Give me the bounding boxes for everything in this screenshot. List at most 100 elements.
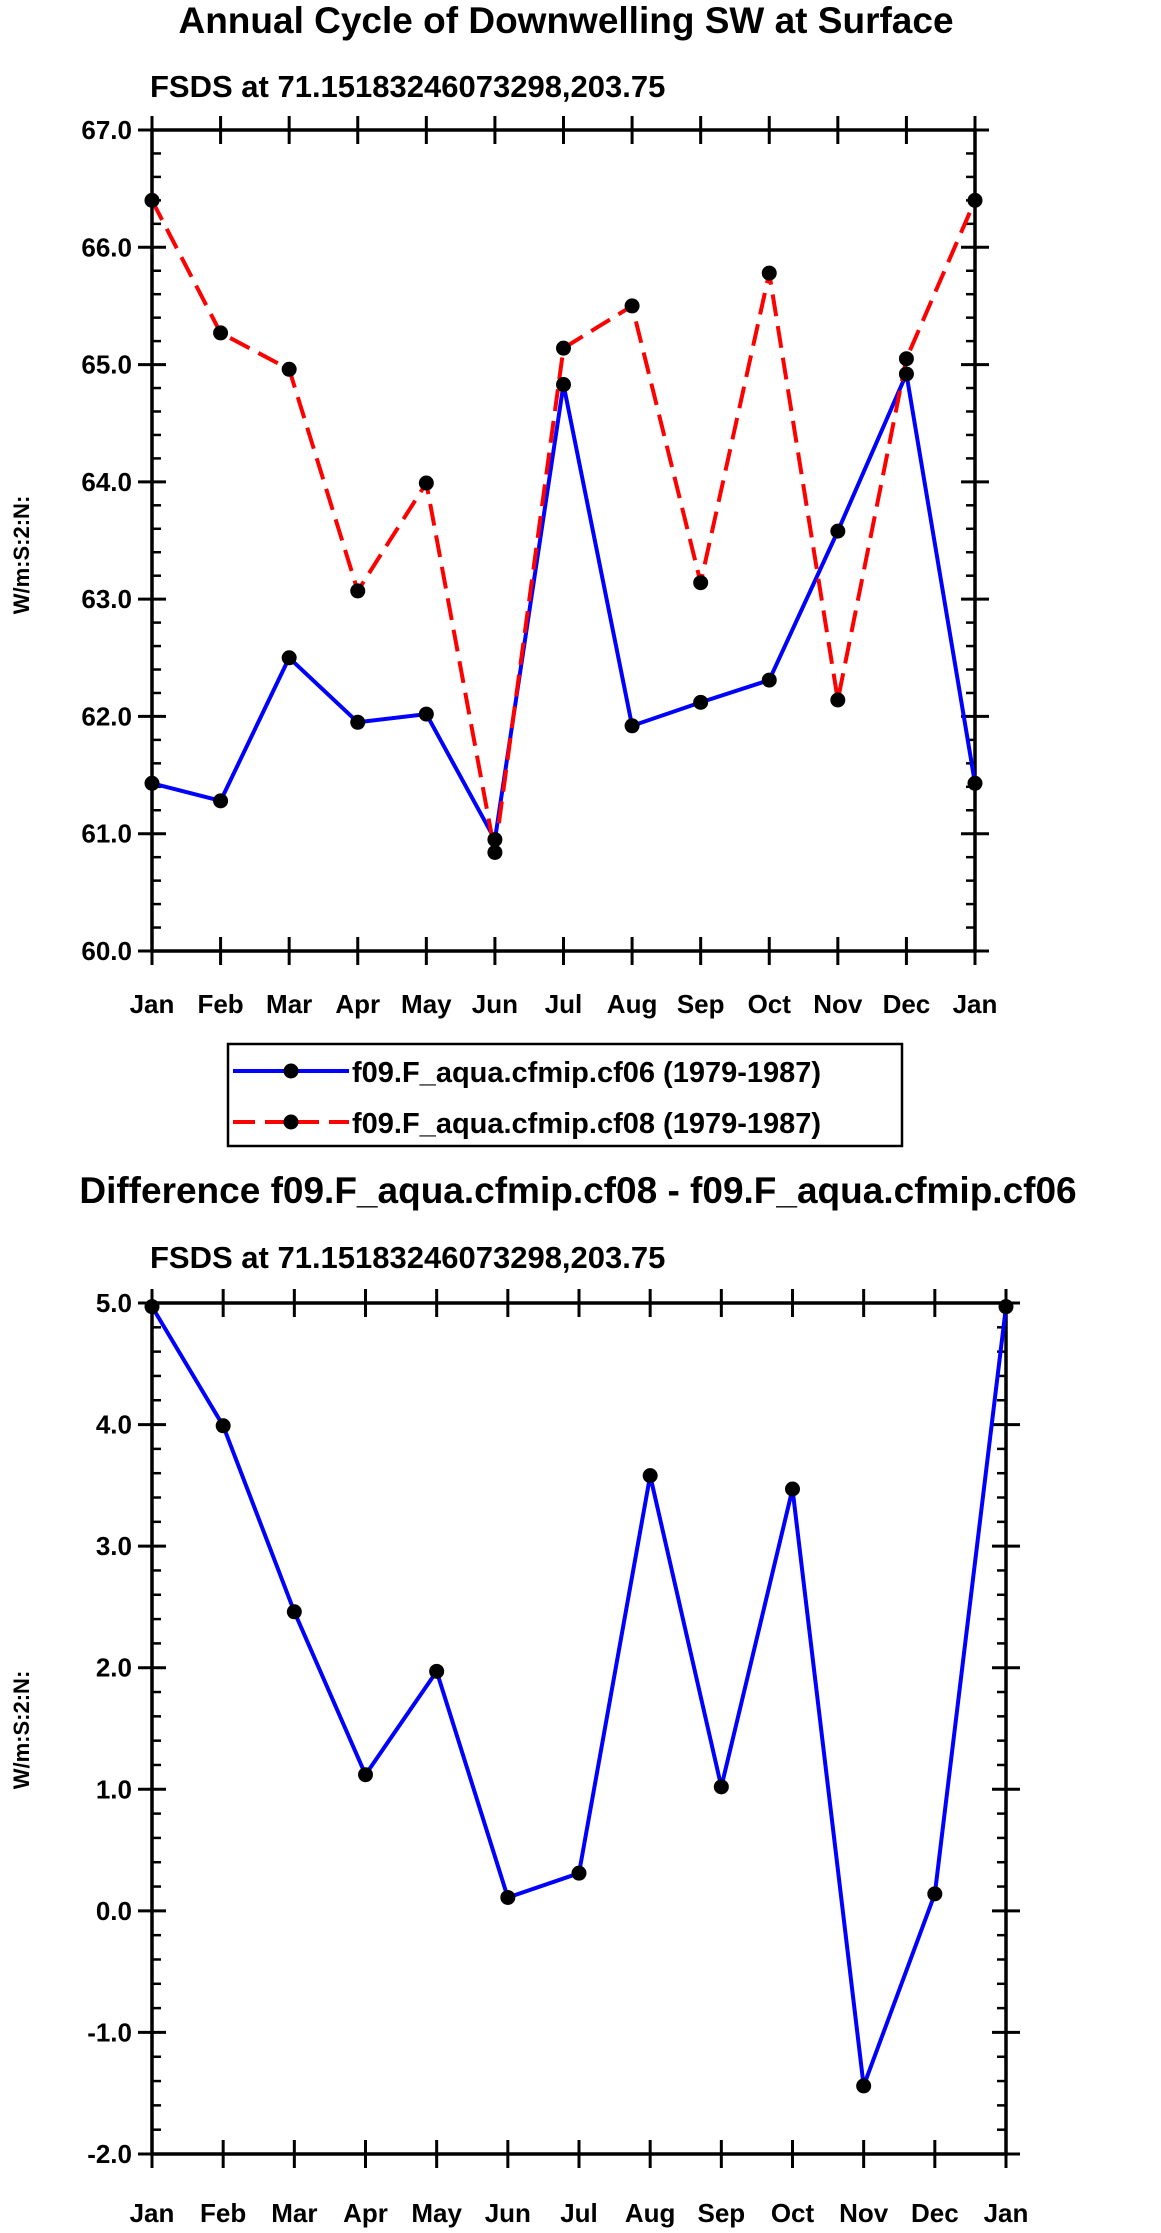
chart2-series-1-point: [429, 1663, 445, 1679]
chart2-series-1-point: [785, 1481, 800, 1497]
chart1-series-2-point: [967, 192, 983, 208]
chart1-ytick-label: 63.0: [81, 584, 132, 614]
chart1-ylabel: W/m:S:2:N:: [9, 496, 34, 615]
chart1-series-1-point: [350, 714, 366, 730]
chart2-series-1-point: [713, 1779, 729, 1795]
chart2-xtick-label: Jan: [130, 2198, 175, 2228]
chart1-series-1-point: [830, 523, 846, 539]
chart1-series-2-point: [350, 583, 366, 599]
chart1-series-line-2: [150, 199, 977, 855]
chart2-ylabel: W/m:S:2:N:: [9, 1671, 34, 1790]
legend-label-cf08: f09.F_aqua.cfmip.cf08 (1979-1987): [352, 1108, 821, 1140]
chart2-series-1-point: [998, 1299, 1014, 1315]
chart2-ytick-label: 0.0: [96, 1896, 132, 1926]
chart1-xtick-label: Feb: [197, 989, 243, 1019]
chart2-series-1-point: [927, 1886, 943, 1902]
chart2-xtick-label: Jan: [984, 2198, 1029, 2228]
chart1-series-1-point: [487, 832, 503, 848]
chart2-series-1-point: [215, 1418, 231, 1434]
chart2-series-1-point: [856, 2078, 872, 2094]
chart1-xtick-label: Nov: [813, 989, 863, 1019]
chart2-series-1-point: [500, 1889, 516, 1905]
chart1-legend: f09.F_aqua.cfmip.cf06 (1979-1987) f09.F_…: [226, 1042, 904, 1148]
chart1-ytick-label: 62.0: [81, 701, 132, 731]
chart1-series-2-point: [418, 475, 434, 491]
chart2-series-1-point: [144, 1299, 160, 1315]
chart1-xtick-label: Apr: [335, 989, 380, 1019]
chart1-xtick-label: Jan: [130, 989, 175, 1019]
chart2-title: Difference f09.F_aqua.cfmip.cf08 - f09.F…: [79, 1170, 1076, 1211]
chart2-frame: [150, 1301, 1008, 2156]
legend-marker-cf08: [283, 1114, 299, 1130]
chart1-xtick-label: Sep: [677, 989, 725, 1019]
chart2-xtick-label: May: [411, 2198, 462, 2228]
legend-marker-cf06: [283, 1063, 299, 1079]
chart1-series-1-point: [556, 377, 571, 393]
chart1-series-2-point: [487, 844, 503, 860]
chart1-xtick-label: May: [401, 989, 452, 1019]
legend-label-cf06: f09.F_aqua.cfmip.cf06 (1979-1987): [352, 1057, 821, 1089]
chart1-ytick-label: 64.0: [81, 467, 132, 497]
chart2-series-1-point: [286, 1604, 302, 1620]
chart1-series-1-point: [281, 650, 297, 666]
chart1-xtick-label: Jul: [545, 989, 583, 1019]
chart2-xtick-label: Feb: [200, 2198, 246, 2228]
legend-entry-cf06: f09.F_aqua.cfmip.cf06 (1979-1987): [233, 1057, 821, 1089]
chart2-ytick-label: 1.0: [96, 1774, 132, 1804]
chart2-xtick-label: Oct: [771, 2198, 815, 2228]
chart1-series-2-point: [624, 298, 640, 314]
chart2-xtick-label: Aug: [625, 2198, 676, 2228]
chart1-series-2-point: [693, 575, 709, 591]
chart2-xtick-label: Jul: [560, 2198, 598, 2228]
chart1-subtitle: FSDS at 71.15183246073298,203.75: [150, 69, 665, 104]
chart1-series-2-point: [898, 351, 914, 367]
chart2-series-1-point: [358, 1767, 373, 1783]
chart1-series-1-point: [967, 775, 983, 791]
chart1-title: Annual Cycle of Downwelling SW at Surfac…: [178, 0, 953, 41]
chart2-xtick-label: Nov: [839, 2198, 889, 2228]
chart2-xtick-label: Sep: [697, 2198, 745, 2228]
chart1-series-1-point: [693, 694, 709, 710]
chart2-ytick-label: 5.0: [96, 1288, 132, 1318]
chart1-series-2-point: [556, 340, 571, 356]
chart1-xtick-label: Aug: [607, 989, 658, 1019]
chart1-series-1-point: [418, 706, 434, 722]
chart2-ytick-label: -2.0: [87, 2139, 132, 2169]
chart2-series-1-point: [571, 1865, 587, 1881]
chart1-series-1-point: [898, 366, 914, 382]
chart2-ytick-label: 2.0: [96, 1653, 132, 1683]
chart2-subtitle: FSDS at 71.15183246073298,203.75: [150, 1240, 665, 1275]
chart1-xtick-label: Mar: [266, 989, 312, 1019]
chart1-series-2-point: [281, 361, 297, 377]
chart1-xtick-label: Oct: [748, 989, 792, 1019]
chart2-plot: -2.0 -1.0 0.0 1.0 2.0 3.0 4.0 5.0 Jan Feb Mar Apr Ma…: [87, 1288, 1028, 2228]
legend-box: [226, 1042, 904, 1148]
chart1-ytick-label: 65.0: [81, 350, 132, 380]
chart1-ytick-label: 67.0: [81, 115, 132, 145]
chart2-ytick-label: 4.0: [96, 1410, 132, 1440]
chart1-series-1-point: [144, 775, 160, 791]
chart1-series-2-point: [213, 325, 229, 341]
chart1-ytick-label: 61.0: [81, 819, 132, 849]
chart1-xtick-label: Jan: [953, 989, 998, 1019]
legend-entry-cf08: f09.F_aqua.cfmip.cf08 (1979-1987): [233, 1108, 821, 1140]
chart1-series-2-point: [144, 192, 160, 208]
chart2-xtick-label: Dec: [911, 2198, 959, 2228]
chart1-ytick-label: 66.0: [81, 232, 132, 262]
chart1-series-2-point: [761, 265, 777, 281]
chart2-series-1-point: [642, 1468, 658, 1484]
chart2-ytick-label: 3.0: [96, 1531, 132, 1561]
chart1-frame: [150, 128, 977, 953]
chart2-series-line-1: [150, 1305, 1008, 2088]
chart1-series-1-point: [213, 793, 229, 809]
chart1-plot: 60.0 61.0 62.0 63.0 64.0 65.0 66.0 67.0 Jan Feb Ma…: [81, 115, 997, 1019]
chart1-series-2-point: [830, 692, 846, 708]
chart2-xtick-label: Apr: [343, 2198, 388, 2228]
chart2-ytick-label: -1.0: [87, 2017, 132, 2047]
chart2-xtick-label: Mar: [271, 2198, 317, 2228]
chart1-series-1-point: [624, 718, 640, 734]
chart2-xtick-label: Jun: [485, 2198, 531, 2228]
chart1-series-line-1: [151, 371, 977, 842]
chart1-ytick-label: 60.0: [81, 936, 132, 966]
